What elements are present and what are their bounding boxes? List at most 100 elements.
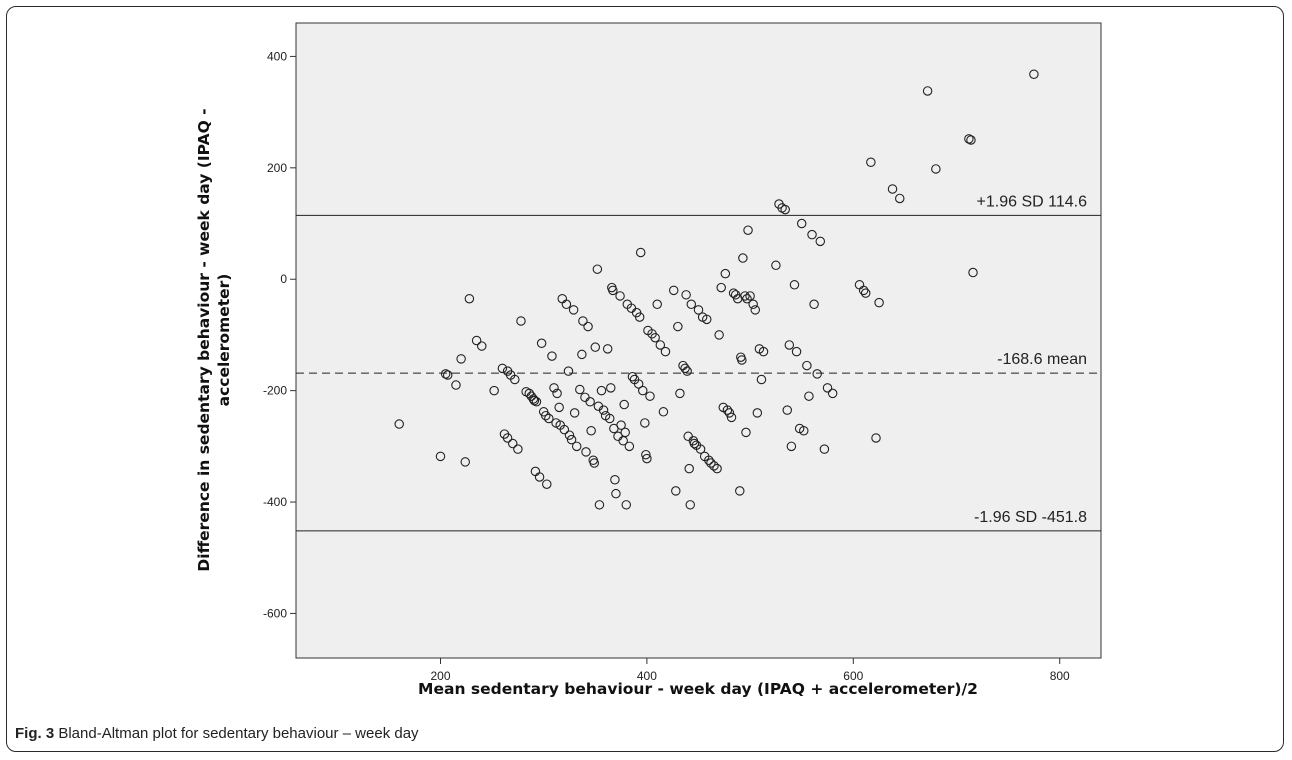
data-point bbox=[786, 441, 797, 452]
data-point bbox=[726, 412, 737, 423]
data-point bbox=[633, 379, 644, 389]
data-point bbox=[968, 267, 978, 278]
data-point bbox=[585, 397, 595, 407]
data-point bbox=[589, 458, 600, 468]
data-point bbox=[771, 260, 781, 271]
data-point bbox=[652, 299, 662, 310]
data-point bbox=[752, 408, 763, 418]
data-point bbox=[874, 297, 884, 308]
data-point bbox=[442, 370, 453, 380]
data-point bbox=[456, 354, 466, 364]
y-tick-label: 200 bbox=[267, 161, 287, 175]
data-point bbox=[782, 405, 793, 415]
data-point bbox=[615, 291, 625, 301]
data-point bbox=[627, 371, 638, 382]
data-point bbox=[894, 193, 905, 204]
x-tick-label: 400 bbox=[637, 669, 657, 683]
data-point bbox=[464, 293, 475, 304]
data-point bbox=[635, 247, 646, 258]
data-point bbox=[966, 135, 976, 145]
data-point bbox=[685, 500, 695, 510]
data-point bbox=[534, 472, 545, 482]
y-tick-label: -200 bbox=[263, 384, 287, 398]
data-point bbox=[641, 449, 651, 460]
data-point bbox=[516, 316, 526, 326]
data-point bbox=[812, 369, 822, 379]
data-point bbox=[586, 425, 596, 436]
data-point bbox=[563, 366, 574, 376]
data-point bbox=[541, 410, 551, 421]
data-point bbox=[554, 402, 564, 413]
y-tick-label: 0 bbox=[280, 272, 287, 286]
data-point bbox=[578, 316, 588, 326]
x-tick-label: 200 bbox=[430, 669, 450, 683]
data-point bbox=[616, 420, 626, 430]
data-point bbox=[671, 486, 681, 496]
data-point bbox=[568, 305, 579, 315]
data-point bbox=[750, 305, 761, 315]
data-point bbox=[619, 399, 629, 410]
data-point bbox=[497, 363, 508, 374]
data-point bbox=[681, 290, 691, 300]
data-point bbox=[559, 424, 570, 435]
data-point bbox=[581, 447, 591, 457]
data-point bbox=[460, 457, 471, 467]
data-point bbox=[502, 433, 513, 443]
data-point bbox=[435, 451, 446, 462]
data-point bbox=[561, 299, 572, 310]
figure-caption-text: Bland-Altman plot for sedentary behaviou… bbox=[54, 725, 419, 742]
data-point bbox=[544, 413, 554, 424]
data-points bbox=[394, 69, 1039, 510]
y-axis-title-line-2: accelerometer) bbox=[215, 274, 233, 407]
data-point bbox=[549, 383, 559, 393]
data-point bbox=[712, 463, 722, 474]
data-point bbox=[592, 264, 603, 274]
data-point bbox=[658, 407, 669, 417]
data-point bbox=[682, 366, 692, 376]
data-point bbox=[569, 408, 580, 418]
data-point bbox=[634, 312, 645, 322]
data-point bbox=[740, 291, 750, 301]
data-point bbox=[860, 288, 871, 298]
data-point bbox=[513, 444, 523, 454]
reference-line-label: +1.96 SD 114.6 bbox=[977, 193, 1088, 210]
data-point bbox=[819, 444, 830, 454]
y-axis-title-line-1: Difference in sedentary behaviour - week… bbox=[195, 108, 213, 571]
reference-line-label: -168.6 mean bbox=[997, 351, 1087, 368]
x-tick-label: 600 bbox=[843, 669, 863, 683]
data-point bbox=[693, 305, 704, 315]
data-point bbox=[606, 383, 616, 393]
data-point bbox=[1029, 69, 1039, 79]
data-point bbox=[737, 355, 747, 365]
data-point bbox=[815, 236, 826, 247]
data-point bbox=[796, 218, 807, 229]
data-point bbox=[858, 285, 869, 296]
data-point bbox=[575, 384, 585, 395]
y-axis-title: Difference in sedentary behaviour - week… bbox=[195, 108, 233, 571]
data-point bbox=[604, 413, 615, 424]
data-point bbox=[827, 388, 838, 399]
data-point bbox=[566, 434, 577, 445]
reference-lines bbox=[296, 214, 1101, 532]
data-point bbox=[638, 385, 648, 396]
y-tick-label: -600 bbox=[263, 606, 287, 620]
data-point bbox=[610, 475, 620, 485]
data-point bbox=[866, 157, 876, 168]
data-point bbox=[756, 374, 767, 385]
data-point bbox=[536, 338, 547, 349]
data-point bbox=[791, 346, 802, 357]
data-point bbox=[394, 419, 404, 429]
data-point bbox=[802, 360, 812, 371]
data-point bbox=[809, 299, 819, 310]
data-point bbox=[507, 438, 518, 449]
reference-line-label: -1.96 SD -451.8 bbox=[974, 509, 1087, 526]
data-point bbox=[804, 391, 814, 401]
data-point bbox=[547, 351, 557, 361]
data-point bbox=[596, 385, 607, 396]
data-point bbox=[745, 291, 755, 301]
reference-labels: +1.96 SD 114.6 -168.6 mean -1.96 SD -451.8 bbox=[974, 193, 1087, 525]
data-point bbox=[542, 479, 552, 489]
data-point bbox=[471, 335, 482, 346]
y-tick-label: 400 bbox=[267, 49, 287, 63]
